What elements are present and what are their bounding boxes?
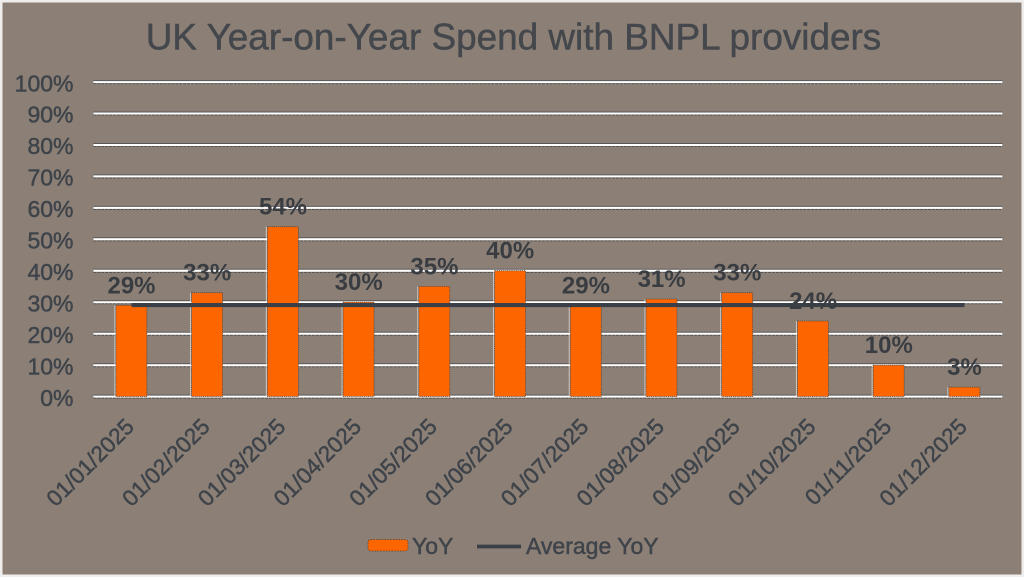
svg-text:29%: 29% — [107, 272, 155, 299]
svg-text:50%: 50% — [27, 228, 73, 254]
svg-text:29%: 29% — [562, 272, 610, 299]
svg-text:70%: 70% — [27, 165, 73, 191]
svg-text:0%: 0% — [40, 385, 73, 411]
svg-text:31%: 31% — [638, 266, 686, 293]
svg-text:80%: 80% — [27, 133, 73, 159]
svg-text:100%: 100% — [15, 70, 74, 96]
svg-text:Average YoY: Average YoY — [526, 533, 659, 559]
svg-text:30%: 30% — [27, 290, 73, 316]
svg-text:60%: 60% — [27, 196, 73, 222]
svg-text:3%: 3% — [947, 354, 982, 381]
svg-text:90%: 90% — [27, 102, 73, 128]
svg-text:10%: 10% — [27, 353, 73, 379]
svg-text:24%: 24% — [789, 288, 837, 315]
svg-text:35%: 35% — [410, 253, 458, 280]
svg-text:40%: 40% — [486, 238, 534, 265]
svg-text:YoY: YoY — [412, 533, 453, 559]
svg-text:UK Year-on-Year Spend with BNP: UK Year-on-Year Spend with BNPL provider… — [146, 16, 882, 57]
svg-text:33%: 33% — [713, 260, 761, 287]
svg-text:20%: 20% — [27, 322, 73, 348]
svg-text:33%: 33% — [183, 260, 231, 287]
svg-text:54%: 54% — [259, 194, 307, 221]
svg-text:30%: 30% — [335, 269, 383, 296]
svg-text:10%: 10% — [865, 332, 913, 359]
svg-text:40%: 40% — [27, 259, 73, 285]
